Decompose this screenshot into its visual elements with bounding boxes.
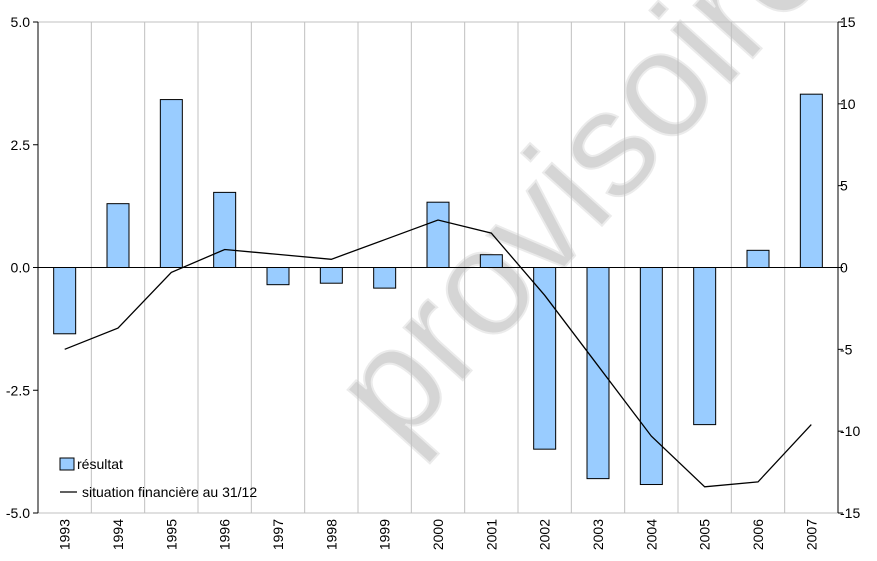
line-situation-financiere [64, 219, 812, 488]
legend-bar-swatch [59, 457, 75, 471]
x-tick-label: 2006 [750, 519, 766, 550]
left-tick-label: 2.5 [11, 137, 31, 153]
x-tick-label: 2007 [803, 519, 819, 550]
bar [693, 267, 717, 426]
bar [586, 267, 610, 480]
bar [319, 267, 343, 284]
bar [53, 267, 77, 335]
legend: résultat situation financière au 31/12 [59, 456, 257, 500]
bar [106, 203, 130, 268]
bar [159, 99, 183, 268]
tick-labels: 5.0 2.5 0.0 -2.5 -5.0 15 10 5 0 -5 -10 -15 1993 1994 1… [6, 14, 861, 550]
right-tick-label: 10 [840, 96, 856, 112]
left-tick-label: 5.0 [11, 14, 31, 30]
left-tick-label: -2.5 [6, 382, 30, 398]
right-tick-label: 5 [840, 178, 848, 194]
left-tick-label: -5.0 [6, 505, 30, 521]
right-tick-label: 0 [840, 260, 848, 276]
x-tick-label: 1994 [110, 519, 126, 550]
bar [373, 267, 397, 289]
x-tick-label: 2005 [697, 519, 713, 550]
x-tick-label: 2000 [430, 519, 446, 550]
right-tick-label: -15 [840, 505, 860, 521]
left-tick-label: 0.0 [11, 260, 31, 276]
right-tick-label: -5 [840, 341, 853, 357]
watermark-text: provisoire [299, 0, 859, 471]
x-tick-label: 1998 [323, 519, 339, 550]
bar [213, 191, 237, 268]
x-tick-label: 1995 [163, 519, 179, 550]
right-tick-label: -10 [840, 423, 860, 439]
x-tick-label: 1999 [377, 519, 393, 550]
x-tick-label: 2001 [483, 519, 499, 550]
legend-label-line: situation financière au 31/12 [82, 484, 257, 500]
bar [799, 93, 823, 268]
line-series [64, 219, 812, 488]
x-tick-label: 1996 [217, 519, 233, 550]
x-tick-label: 1997 [270, 519, 286, 550]
watermark: provisoire [298, 0, 860, 472]
bar [426, 201, 450, 269]
bar [639, 267, 663, 486]
right-tick-label: 15 [840, 14, 856, 30]
bar [746, 249, 770, 269]
x-tick-label: 2003 [590, 519, 606, 550]
bar [266, 267, 290, 286]
legend-label-bars: résultat [77, 456, 123, 472]
x-tick-label: 2002 [537, 519, 553, 550]
x-tick-label: 1993 [57, 519, 73, 550]
x-tick-label: 2004 [643, 519, 659, 550]
bar [479, 254, 503, 268]
axes [33, 21, 843, 514]
